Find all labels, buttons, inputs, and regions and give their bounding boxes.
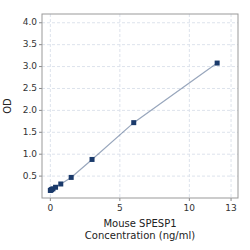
grid-line bbox=[42, 66, 238, 67]
marker bbox=[131, 120, 136, 125]
line bbox=[50, 63, 217, 190]
marker bbox=[58, 181, 63, 186]
tick-label: 1.0 bbox=[23, 149, 38, 159]
tick-label: 3.0 bbox=[23, 61, 38, 71]
grid-line bbox=[42, 22, 238, 23]
tick-label: 2.0 bbox=[23, 105, 38, 115]
chart: 0.5 1.0 1.5 2.0 2.5 3.0 3.5 4.0 0 5 10 13 Mouse SPES… bbox=[0, 0, 250, 250]
grid bbox=[42, 14, 238, 198]
y-axis-label: OD bbox=[2, 98, 13, 114]
marker bbox=[69, 175, 74, 180]
grid-line bbox=[42, 88, 238, 89]
grid-line bbox=[50, 14, 51, 198]
grid-line bbox=[42, 110, 238, 111]
tick-label: 3.5 bbox=[23, 39, 37, 49]
marker bbox=[215, 61, 220, 66]
marker bbox=[90, 157, 95, 162]
tick-label: 2.5 bbox=[23, 83, 37, 93]
tick-label: 0.5 bbox=[23, 171, 37, 181]
tick-label: 13 bbox=[225, 203, 236, 213]
tick-label: 5 bbox=[117, 203, 123, 213]
tick-label: 0 bbox=[47, 203, 53, 213]
marker bbox=[53, 185, 58, 190]
grid-line bbox=[231, 14, 232, 198]
grid-line bbox=[42, 132, 238, 133]
plot-frame bbox=[42, 14, 238, 198]
axes: 0.5 1.0 1.5 2.0 2.5 3.0 3.5 4.0 0 5 10 13 Mouse SPES… bbox=[2, 14, 238, 241]
x-axis-label: Mouse SPESP1Concentration (ng/ml) bbox=[85, 218, 195, 241]
tick-label: 4.0 bbox=[23, 17, 38, 27]
tick-label: 10 bbox=[184, 203, 196, 213]
tick-label: 1.5 bbox=[23, 127, 37, 137]
grid-line bbox=[42, 44, 238, 45]
grid-line bbox=[42, 154, 238, 155]
series bbox=[48, 61, 220, 193]
grid-line bbox=[119, 14, 120, 198]
grid-line bbox=[189, 14, 190, 198]
